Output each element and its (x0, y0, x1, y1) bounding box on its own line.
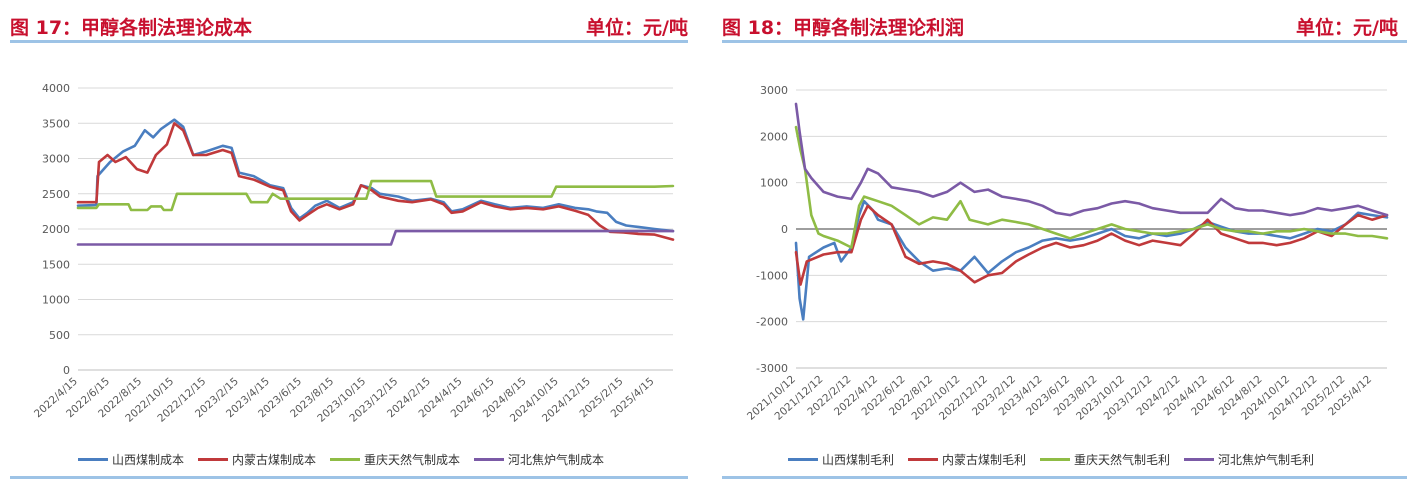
legend-swatch (330, 458, 361, 461)
cost-chart-unit: 单位：元/吨 (586, 17, 688, 39)
y-tick-label: 3000 (760, 84, 788, 97)
y-tick-label: 2000 (42, 223, 70, 236)
cost-line-chart: 400035003000250020001500100050002022/4/1… (32, 82, 675, 425)
legend-label: 内蒙古煤制成本 (232, 453, 317, 467)
legend-swatch (908, 458, 939, 461)
legend-swatch (1184, 458, 1215, 461)
y-tick-label: -3000 (756, 362, 788, 375)
y-tick-label: 1000 (760, 177, 788, 190)
legend-swatch (788, 458, 818, 461)
cost-chart-top-rule (10, 40, 688, 43)
y-tick-label: 1000 (42, 294, 70, 307)
profit-chart-legend: 山西煤制毛利 内蒙古煤制毛利 重庆天然气制毛利 河北焦炉气制毛利 (788, 451, 1314, 468)
legend-label: 山西煤制毛利 (822, 453, 895, 467)
series-line-hebei (76, 229, 675, 246)
legend-swatch (198, 458, 229, 461)
legend-label: 河北焦炉气制毛利 (1218, 453, 1315, 467)
series-line-hebei (794, 102, 1389, 217)
legend-item-neimenggu: 内蒙古煤制毛利 (908, 451, 1026, 468)
y-tick-label: 3500 (42, 117, 70, 130)
profit-chart-unit: 单位：元/吨 (1296, 17, 1398, 39)
y-tick-label: 3000 (42, 153, 70, 166)
y-tick-label: 500 (49, 329, 70, 342)
cost-chart-legend: 山西煤制成本 内蒙古煤制成本 重庆天然气制成本 河北焦炉气制成本 (78, 451, 604, 468)
legend-label: 河北焦炉气制成本 (508, 453, 605, 467)
legend-item-neimenggu: 内蒙古煤制成本 (198, 451, 316, 468)
profit-chart-bottom-rule (722, 476, 1407, 479)
cost-chart-panel: 图 17：甲醇各制法理论成本 单位：元/吨 4000 3500 3000 2500 20… (0, 0, 688, 482)
series-line-chongqing (76, 179, 675, 212)
y-tick-label: 2000 (760, 130, 788, 143)
y-tick-label: -1000 (756, 269, 788, 282)
profit-chart-title: 图 18：甲醇各制法理论利润 (722, 17, 965, 39)
legend-item-shanxi: 山西煤制成本 (78, 451, 184, 468)
cost-chart-bottom-rule (10, 476, 688, 479)
y-tick-label: 4000 (42, 82, 70, 95)
legend-swatch (1040, 458, 1071, 461)
legend-item-chongqing: 重庆天然气制成本 (330, 451, 460, 468)
legend-label: 内蒙古煤制毛利 (942, 453, 1027, 467)
series-line-neimenggu (76, 122, 675, 241)
y-tick-label: 1500 (42, 258, 70, 271)
profit-chart-top-rule (722, 40, 1407, 43)
legend-label: 山西煤制成本 (112, 453, 185, 467)
legend-item-shanxi: 山西煤制毛利 (788, 451, 894, 468)
legend-swatch (474, 458, 505, 461)
legend-item-hebei: 河北焦炉气制成本 (474, 451, 604, 468)
legend-item-hebei: 河北焦炉气制毛利 (1184, 451, 1314, 468)
legend-label: 重庆天然气制成本 (364, 453, 461, 467)
y-tick-label: 0 (63, 364, 70, 377)
profit-line-chart: 3000200010000-1000-2000-30002021/10/1220… (745, 84, 1389, 423)
y-tick-label: 2500 (42, 188, 70, 201)
series-line-shanxi (76, 118, 675, 233)
profit-chart-panel: 图 18：甲醇各制法理论利润 单位：元/吨 3000 2000 1000 0 -1000… (712, 0, 1407, 482)
legend-swatch (78, 458, 108, 461)
series-line-neimenggu (794, 204, 1389, 286)
legend-item-chongqing: 重庆天然气制毛利 (1040, 451, 1170, 468)
series-line-shanxi (794, 199, 1389, 321)
legend-label: 重庆天然气制毛利 (1074, 453, 1171, 467)
y-tick-label: -2000 (756, 316, 788, 329)
cost-chart-title: 图 17：甲醇各制法理论成本 (10, 17, 253, 39)
series-line-chongqing (794, 125, 1389, 249)
y-tick-label: 0 (781, 223, 788, 236)
